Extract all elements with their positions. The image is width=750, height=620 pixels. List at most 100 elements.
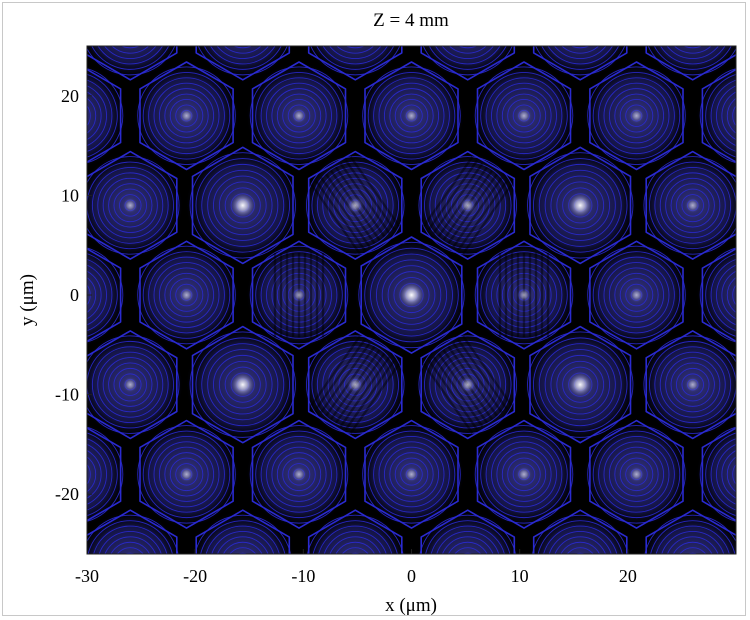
peak-contour-ring: [389, 452, 434, 497]
lattice-peak: [696, 244, 736, 346]
peak-contour-ring: [87, 73, 118, 158]
lattice-peak: [416, 509, 520, 554]
peak-contour-hex: [307, 150, 403, 260]
peak-contour-ring: [592, 251, 681, 339]
peak-center: [291, 107, 308, 124]
peak-contour-ring: [323, 531, 387, 554]
lattice-peak: [134, 419, 239, 529]
peak-contour-ring: [266, 82, 332, 149]
peak-contour-ring: [104, 536, 156, 554]
peak-contour-ring: [450, 188, 485, 223]
peak-contour-ring: [102, 177, 158, 233]
x-tick-label: 0: [407, 566, 416, 586]
x-tick-label: -30: [75, 566, 99, 586]
peak-contour-ring: [69, 110, 80, 121]
stripe: [422, 363, 474, 434]
peak-fill: [531, 46, 629, 79]
peak-contour-ring: [423, 340, 512, 429]
peak-contour-ring: [654, 346, 732, 424]
x-tick-label: -20: [183, 566, 207, 586]
peak-contour-ring: [550, 175, 610, 236]
peak-contour-ring: [575, 559, 586, 570]
peak-contour-ring: [189, 152, 296, 259]
peak-contour-hex: [645, 150, 736, 260]
peak-contour-ring: [659, 351, 726, 418]
peak-contour-ring: [648, 161, 736, 250]
peak-contour-ring: [87, 46, 176, 76]
peak-contour-ring: [681, 373, 704, 396]
peak-contour-ring: [362, 66, 461, 165]
peak-contour-ring: [153, 82, 220, 149]
peak-contour-hex: [476, 61, 572, 171]
peak-contour-ring: [537, 520, 623, 554]
peak-center: [515, 107, 532, 124]
lattice-peak: [246, 240, 352, 350]
stripe: [349, 363, 401, 434]
peak-contour-ring: [189, 331, 296, 438]
peak-contour-ring: [207, 349, 279, 421]
peak-contour-ring: [266, 262, 332, 328]
peak-contour-hex: [195, 509, 291, 554]
peak-contour-ring: [672, 541, 713, 554]
peak-contour-hex: [307, 46, 403, 81]
peak-center: [566, 191, 594, 219]
peak-contour-ring: [203, 46, 282, 70]
peak-contour-ring: [547, 46, 613, 65]
peak-contour-ring: [255, 430, 343, 519]
peak-contour-ring: [445, 183, 490, 228]
peak-contour-ring: [69, 469, 80, 480]
peak-contour-ring: [249, 66, 349, 165]
peak-contour-ring: [400, 104, 423, 127]
x-axis-label: x (μm): [385, 595, 437, 616]
peak-contour-hex: [420, 509, 516, 554]
peak-contour-ring: [462, 552, 473, 554]
peak-contour-ring: [429, 346, 507, 424]
peak-contour-ring: [648, 340, 736, 429]
peak-center: [66, 466, 82, 482]
peak-contour-ring: [575, 552, 586, 554]
peak-contour-ring: [643, 335, 736, 434]
lattice-peak: [194, 46, 292, 81]
peak-contour-ring: [625, 283, 648, 307]
lattice-peak: [531, 46, 629, 81]
peak-contour-ring: [512, 104, 536, 127]
peak-contour-hex: [420, 46, 516, 81]
peak-contour-ring: [614, 272, 659, 318]
peak-contour-ring: [312, 520, 398, 554]
peak-fill: [87, 511, 182, 554]
y-axis-label: y (μm): [17, 274, 38, 326]
peak-contour-ring: [373, 435, 450, 513]
peak-contour-ring: [434, 351, 501, 418]
peak-fill: [87, 423, 127, 525]
peak-contour-ring: [260, 77, 338, 155]
y-tick-label: 10: [61, 185, 79, 205]
peak-contour-ring: [378, 441, 445, 508]
peak-contour-hex: [532, 509, 628, 554]
lattice-peak: [303, 509, 407, 570]
peak-contour-hex: [87, 509, 178, 554]
lattice-peak: [134, 240, 239, 350]
peak-contour-ring: [175, 463, 198, 486]
peak-contour-ring: [158, 88, 215, 144]
peak-contour-ring: [276, 93, 322, 138]
peak-contour-ring: [608, 446, 665, 502]
lattice-peak: [191, 509, 295, 554]
peak-contour-ring: [738, 464, 750, 486]
peak-contour-ring: [614, 452, 659, 497]
peak-center: [291, 287, 307, 303]
peak-contour-ring: [535, 46, 626, 76]
peak-contour-ring: [327, 177, 383, 233]
stripe: [452, 342, 503, 414]
peak-contour-ring: [655, 525, 730, 554]
peak-contour-ring: [705, 253, 736, 337]
peak-contour-ring: [562, 366, 599, 403]
peak-center: [229, 191, 257, 219]
peak-contour-hex: [87, 330, 178, 440]
peak-contour-ring: [350, 559, 361, 570]
peak-contour-ring: [670, 362, 715, 407]
stripe: [422, 156, 474, 227]
peak-contour-hex: [360, 236, 463, 354]
peak-contour-ring: [732, 463, 736, 485]
lattice-peak: [471, 61, 577, 171]
